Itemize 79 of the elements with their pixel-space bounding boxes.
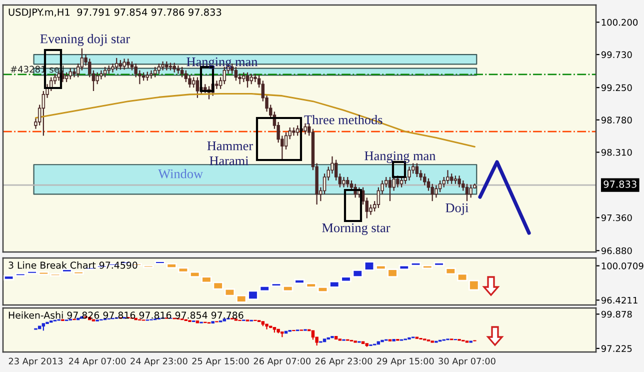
chart-title: USDJPY.m,H1 97.791 97.854 97.786 97.833 <box>8 8 222 18</box>
candlestick <box>426 178 430 192</box>
candlestick <box>284 132 288 150</box>
x-tick-label: 24 Apr 07:00 <box>69 358 126 366</box>
y-tick-label: 99.730 <box>601 51 632 58</box>
candlestick <box>96 72 99 85</box>
candlestick <box>446 170 450 184</box>
y-tick-label: 96.4211 <box>601 296 638 304</box>
candlestick <box>188 74 192 88</box>
candlestick <box>192 76 196 88</box>
candlestick <box>114 57 118 71</box>
candlestick <box>296 124 300 136</box>
annotation: Morning star <box>322 223 390 235</box>
y-tick-label: 100.200 <box>602 18 638 26</box>
candlestick <box>150 70 153 80</box>
y-tick-label: 97.225 <box>601 345 632 352</box>
y-tick-label: 96.880 <box>601 247 632 254</box>
candlestick <box>88 58 92 78</box>
candlestick <box>122 58 126 70</box>
candlestick <box>234 66 238 82</box>
ref-line-label: 97.833 <box>604 180 636 188</box>
candlestick <box>161 60 164 71</box>
candlestick <box>304 122 307 135</box>
x-tick-label: 30 Apr 07:00 <box>438 358 496 366</box>
candlestick <box>72 68 76 78</box>
candlestick <box>80 48 84 71</box>
candlestick <box>172 62 176 73</box>
annotation: Evening doji star <box>40 34 130 46</box>
y-tick-label: 99.250 <box>601 84 632 92</box>
candlestick <box>118 59 122 70</box>
candlestick <box>157 62 161 74</box>
candlestick <box>215 80 218 90</box>
candlestick <box>396 175 400 188</box>
band-label: Window <box>158 168 203 178</box>
candlestick <box>469 184 472 198</box>
candlestick <box>250 73 253 85</box>
candlestick <box>311 330 315 340</box>
candlestick <box>415 162 419 178</box>
y-tick-label: 98.780 <box>601 116 632 124</box>
x-tick-label: 26 Apr 07:00 <box>254 358 311 366</box>
y-tick-label: 97.360 <box>601 214 632 222</box>
candlestick <box>322 173 326 195</box>
candlestick <box>434 184 438 198</box>
candlestick <box>292 126 296 136</box>
candlestick <box>103 66 107 78</box>
x-tick-label: 23 Apr 2013 <box>8 358 62 366</box>
candlestick <box>53 73 57 85</box>
candlestick <box>246 72 250 88</box>
y-tick-label: 98.310 <box>601 148 632 156</box>
candlestick <box>126 58 130 69</box>
candlestick <box>334 159 338 181</box>
candlestick <box>450 173 454 184</box>
annotation: Doji <box>446 203 468 215</box>
x-tick-label: 25 Apr 15:00 <box>192 358 249 366</box>
chart-title: 3 Line Break Chart 97.4590 <box>8 261 138 269</box>
chart-title: Heiken-Ashi 97.826 97.816 97.816 97.854 97.786 <box>8 311 244 319</box>
annotation: Hammer <box>207 142 253 150</box>
candlestick <box>196 76 200 98</box>
candlestick <box>242 72 246 83</box>
candlestick <box>465 183 469 202</box>
y-tick-label: 99.878 <box>601 310 632 318</box>
y-tick-label: 100.0709 <box>602 262 644 270</box>
candlestick <box>153 66 157 78</box>
candlestick <box>400 176 404 188</box>
candlestick <box>369 204 372 216</box>
candlestick <box>458 175 461 188</box>
annotation: Hanging man <box>364 151 436 163</box>
candlestick <box>68 68 72 80</box>
annotation: Harami <box>210 156 249 166</box>
x-tick-label: 29 Apr 15:00 <box>377 358 434 366</box>
candlestick <box>408 166 411 181</box>
candlestick <box>388 176 392 202</box>
candlestick <box>64 72 68 83</box>
candlestick <box>176 64 180 74</box>
candlestick <box>342 176 346 188</box>
candlestick <box>180 66 184 78</box>
candlestick <box>346 176 350 188</box>
x-tick-label: 26 Apr 23:00 <box>315 358 372 366</box>
x-tick-label: 24 Apr 23:00 <box>130 358 188 366</box>
